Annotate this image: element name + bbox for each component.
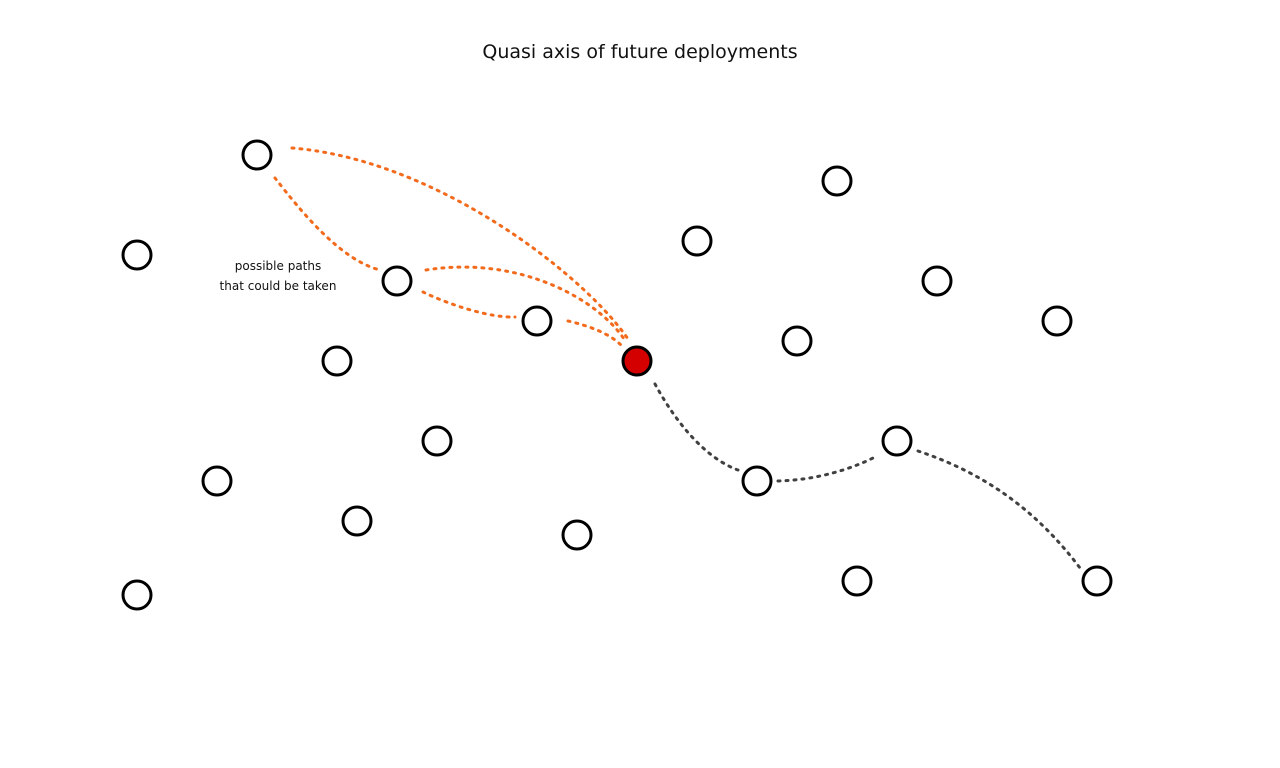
annotation-line-1: possible paths (234, 259, 322, 273)
possible-path-d-to-red (566, 319, 623, 347)
taken-path-group (653, 382, 1082, 570)
node-e (321, 345, 353, 377)
node-red (621, 345, 653, 377)
nodes-group (121, 139, 1113, 611)
node-g (201, 465, 233, 497)
node-r (841, 565, 873, 597)
possible-path-a-to-c (273, 176, 382, 272)
node-l (781, 325, 813, 357)
node-u (1081, 565, 1113, 597)
node-m (741, 465, 773, 497)
node-q (1041, 305, 1073, 337)
taken-path-n-to-u (916, 449, 1082, 570)
node-f (421, 425, 453, 457)
taken-path-red-to-m (653, 382, 740, 472)
node-b (121, 239, 153, 271)
node-p (921, 265, 953, 297)
possible-path-c-to-d (421, 290, 517, 319)
paths-annotation: possible paths that could be taken (198, 256, 358, 296)
node-o (821, 165, 853, 197)
diagram-title: Quasi axis of future deployments (482, 41, 798, 63)
possible-paths-group (273, 146, 632, 347)
node-d (521, 305, 553, 337)
node-h (341, 505, 373, 537)
possible-path-a-to-red (290, 146, 632, 344)
possible-path-c-to-red (424, 265, 628, 344)
taken-path-m-to-n (776, 454, 879, 483)
node-i (121, 579, 153, 611)
node-c (381, 265, 413, 297)
node-a (241, 139, 273, 171)
node-n (881, 425, 913, 457)
annotation-line-2: that could be taken (219, 279, 337, 293)
node-k (681, 225, 713, 257)
node-j (561, 519, 593, 551)
